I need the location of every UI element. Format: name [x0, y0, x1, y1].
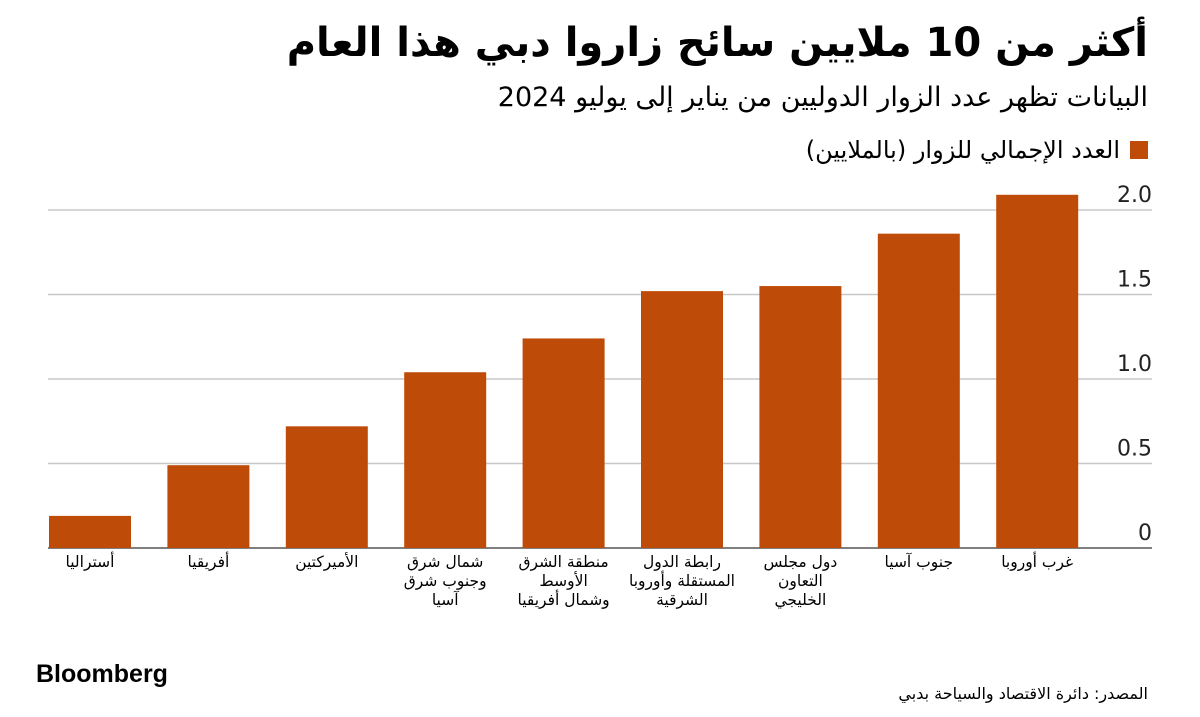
brand-logo: Bloomberg — [36, 660, 168, 688]
bar — [641, 291, 723, 548]
x-tick-label-line: وجنوب شرق — [403, 572, 487, 590]
bar — [759, 286, 842, 548]
x-tick-label: رابطة الدول المستقلة وأوروبا الشرقية — [627, 553, 737, 610]
x-tick-label-line: رابطة الدول — [643, 553, 721, 571]
bar — [877, 233, 960, 548]
legend: العدد الإجمالي للزوار (بالملايين) — [806, 136, 1148, 164]
x-tick-label: أفريقيا — [153, 553, 263, 572]
bar — [522, 338, 605, 548]
y-tick-label: 2.0 — [1117, 183, 1152, 208]
x-tick-label-line: وشمال أفريقيا — [517, 591, 610, 609]
x-tick-label: جنوب آسيا — [864, 553, 974, 572]
y-tick-label: 0 — [1138, 521, 1152, 546]
x-tick-label-line: آسيا — [431, 591, 459, 609]
y-tick-label: 0.5 — [1117, 437, 1152, 462]
x-tick-label: أستراليا — [35, 553, 145, 572]
y-tick-label: 1.0 — [1117, 352, 1152, 377]
x-tick-label-line: شمال شرق — [406, 553, 484, 571]
x-tick-label: الأميركتين — [272, 553, 382, 572]
bar — [996, 194, 1079, 549]
x-tick-label-line: الشرقية — [656, 591, 708, 609]
bar — [404, 372, 487, 548]
x-tick-label-line: جنوب آسيا — [884, 553, 954, 571]
x-tick-label-line: غرب أوروبا — [1001, 553, 1074, 571]
bar — [49, 515, 131, 548]
x-tick-label: دول مجلس التعاون الخليجي — [745, 553, 855, 610]
legend-swatch — [1130, 141, 1148, 159]
x-tick-label-line: المستقلة وأوروبا — [629, 572, 735, 590]
x-tick-label-line: دول مجلس — [763, 553, 838, 571]
x-tick-label-line: أستراليا — [65, 553, 115, 571]
x-tick-label-line: الأميركتين — [295, 553, 359, 571]
x-tick-label-line: أفريقيا — [187, 553, 230, 571]
source-note: المصدر: دائرة الاقتصاد والسياحة بدبي — [898, 684, 1148, 703]
y-tick-label: 1.5 — [1117, 268, 1152, 293]
x-tick-label: شمال شرق وجنوب شرق آسيا — [390, 553, 500, 610]
x-tick-label-line: الخليجي — [774, 591, 827, 609]
x-tick-label-line: منطقة الشرق — [518, 553, 609, 571]
x-tick-label: منطقة الشرق الأوسط وشمال أفريقيا — [509, 553, 619, 610]
legend-label: العدد الإجمالي للزوار (بالملايين) — [805, 136, 1120, 164]
x-tick-label-line: التعاون — [778, 572, 823, 590]
bar — [167, 465, 250, 548]
chart-title: أكثر من 10 ملايين سائح زاروا دبي هذا الع… — [286, 20, 1148, 66]
bar — [285, 426, 368, 548]
x-tick-label: غرب أوروبا — [982, 553, 1092, 572]
x-tick-label-line: الأوسط — [539, 572, 588, 590]
chart-subtitle: البيانات تظهر عدد الزوار الدوليين من ينا… — [497, 82, 1148, 113]
